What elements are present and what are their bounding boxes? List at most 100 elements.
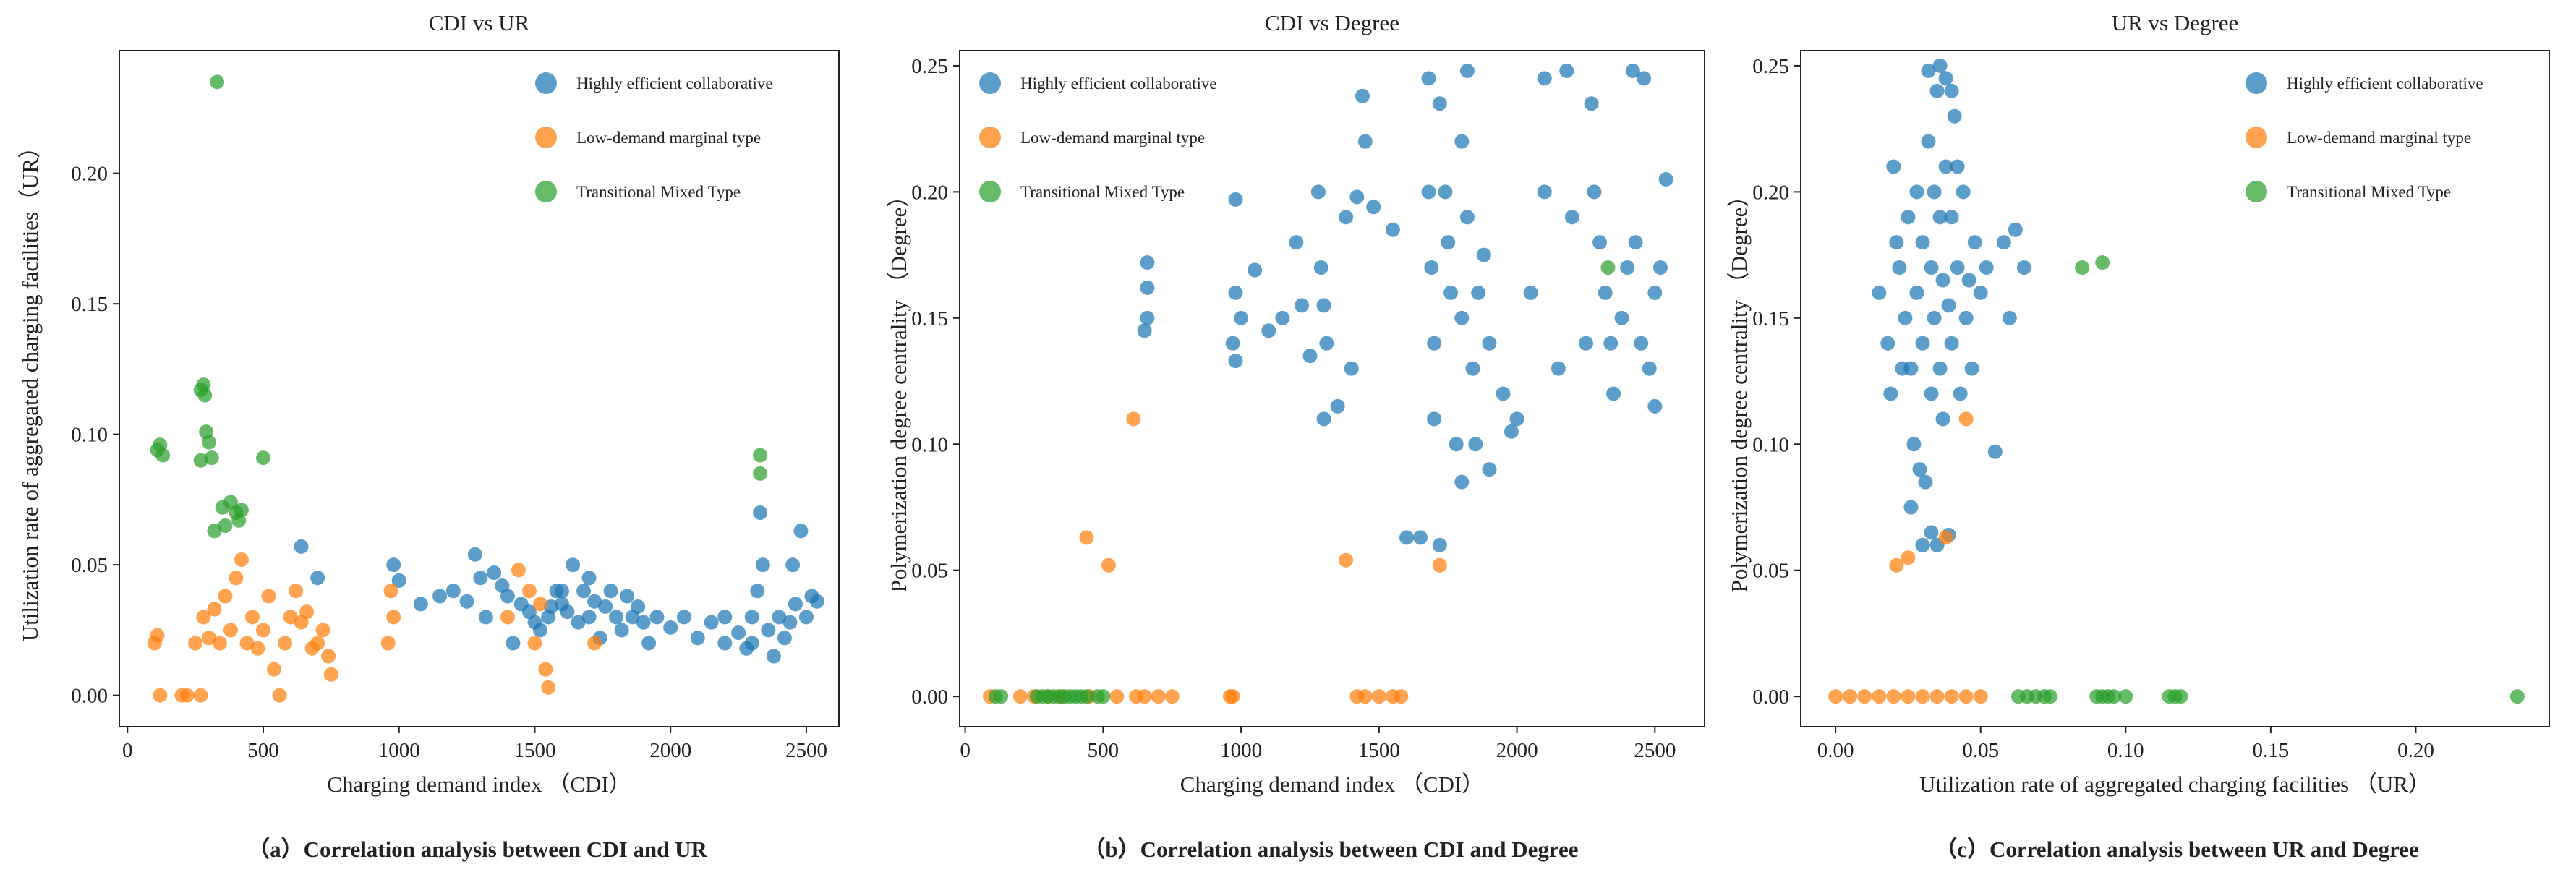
- y-tick-label: 0.25: [1752, 55, 1789, 78]
- data-point: [1961, 273, 1976, 288]
- data-point: [1096, 689, 1111, 704]
- data-point: [1421, 184, 1436, 200]
- data-point: [1944, 689, 1959, 704]
- data-point: [188, 636, 203, 651]
- data-point: [1394, 689, 1409, 704]
- data-point: [1996, 235, 2011, 250]
- data-point: [1295, 298, 1310, 313]
- data-point: [1915, 537, 1930, 552]
- data-point: [2118, 689, 2133, 704]
- data-point: [155, 448, 171, 463]
- data-point: [1941, 298, 1956, 313]
- data-point: [473, 571, 488, 586]
- data-point: [1496, 386, 1511, 401]
- data-point: [744, 610, 759, 625]
- data-point: [2095, 255, 2110, 270]
- data-point: [690, 631, 705, 646]
- chart-3: UR vs Degree 0.00 0.05 0.10 0.15 0.20 0.00 0.05…: [1726, 10, 2550, 862]
- data-point: [197, 388, 213, 403]
- chart-caption: （b）Correlation analysis between CDI and …: [1083, 837, 1578, 862]
- data-point: [1658, 171, 1673, 187]
- data-point: [1938, 159, 1953, 174]
- y-tick-label: 0.00: [1752, 685, 1789, 709]
- data-point: [1344, 361, 1359, 376]
- data-point: [506, 636, 521, 651]
- legend-label: Low-demand marginal type: [576, 129, 761, 147]
- data-point: [555, 584, 570, 599]
- data-point: [315, 623, 330, 638]
- data-point: [1944, 83, 1959, 98]
- chart-2: CDI vs Degree 0 500 1000 1500 2000 2500 0.00 0.0…: [886, 10, 1705, 862]
- data-point: [521, 584, 537, 599]
- data-point: [798, 610, 814, 625]
- data-point: [1950, 260, 1965, 275]
- data-point: [1587, 184, 1602, 200]
- x-tick-label: 2000: [1496, 739, 1538, 762]
- series-blue: [294, 505, 824, 664]
- data-point: [788, 597, 803, 612]
- data-point: [323, 667, 338, 682]
- data-point: [744, 636, 759, 651]
- data-point: [487, 565, 502, 581]
- data-point: [753, 505, 768, 520]
- data-point: [1459, 63, 1475, 78]
- data-point: [210, 74, 225, 90]
- data-point: [283, 610, 298, 625]
- data-point: [467, 547, 482, 562]
- data-point: [1468, 437, 1483, 452]
- x-tick-label: 0.20: [2397, 739, 2434, 762]
- data-point: [663, 620, 678, 635]
- data-point: [1225, 336, 1240, 351]
- data-point: [1898, 310, 1913, 325]
- data-point: [620, 589, 635, 604]
- x-axis-label: Charging demand index （CDI）: [327, 772, 631, 797]
- data-point: [1883, 386, 1898, 401]
- data-point: [731, 625, 746, 641]
- data-point: [576, 584, 592, 599]
- data-point: [1551, 361, 1566, 376]
- data-point: [1471, 285, 1486, 300]
- y-tick-label: 0.15: [71, 293, 108, 316]
- data-point: [2016, 260, 2031, 275]
- x-tick-label: 0.15: [2253, 739, 2290, 762]
- data-point: [809, 594, 824, 609]
- data-point: [1600, 260, 1616, 275]
- data-point: [2107, 689, 2122, 704]
- data-point: [1316, 298, 1331, 313]
- series-orange: [1828, 411, 1988, 704]
- data-point: [1225, 689, 1240, 704]
- data-point: [717, 636, 733, 651]
- data-point: [1987, 444, 2003, 459]
- data-point: [704, 615, 719, 630]
- legend-marker: [535, 72, 557, 94]
- legend-marker: [979, 72, 1001, 94]
- data-point: [782, 615, 798, 630]
- data-point: [603, 584, 618, 599]
- y-tick-label: 0.25: [911, 55, 948, 78]
- data-point: [641, 636, 657, 651]
- data-point: [1921, 63, 1936, 78]
- data-point: [649, 610, 665, 625]
- data-point: [289, 584, 304, 599]
- legend-label: Low-demand marginal type: [1020, 129, 1205, 147]
- data-point: [1355, 88, 1370, 103]
- data-point: [1886, 689, 1901, 704]
- data-point: [1895, 361, 1910, 376]
- data-point: [1647, 285, 1663, 300]
- data-point: [310, 571, 325, 586]
- legend-marker: [979, 127, 1001, 148]
- data-point: [1537, 71, 1552, 86]
- x-tick-label: 500: [1088, 739, 1119, 762]
- x-axis-label: Utilization rate of aggregated charging …: [1919, 772, 2431, 797]
- data-point: [229, 571, 244, 586]
- data-point: [1932, 210, 1948, 225]
- data-point: [310, 636, 325, 651]
- data-point: [2002, 310, 2017, 325]
- data-point: [560, 604, 575, 620]
- legend-label: Transitional Mixed Type: [2287, 183, 2451, 201]
- series-green: [988, 260, 1616, 704]
- series-orange: [982, 411, 1447, 704]
- data-point: [581, 610, 597, 625]
- data-point: [1310, 184, 1326, 200]
